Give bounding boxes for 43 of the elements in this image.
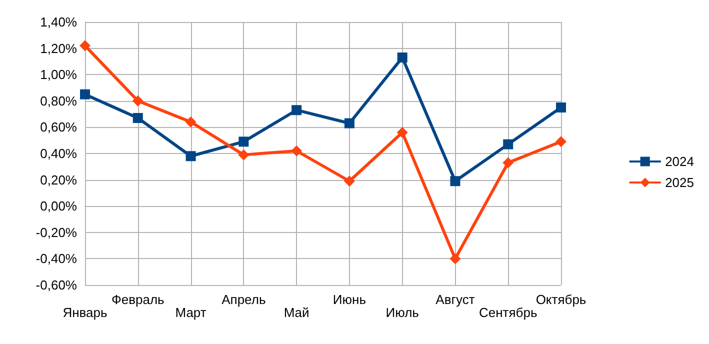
point [238, 149, 250, 160]
point [503, 139, 514, 150]
y-tick-label: 0,80% [40, 93, 78, 108]
point [556, 136, 566, 148]
point [186, 151, 196, 162]
point [344, 176, 355, 187]
point [185, 116, 196, 128]
point [450, 253, 461, 264]
y-tick-label: -0,20% [36, 224, 78, 240]
y-tick-label: -0,60% [36, 278, 78, 292]
y-tick-label: 1,40% [40, 14, 78, 30]
point [397, 52, 408, 63]
y-tick-label: 0,00% [40, 198, 78, 214]
point [344, 118, 354, 128]
point [80, 40, 90, 52]
point [80, 89, 90, 100]
legend-label: 2024 [665, 154, 694, 169]
y-tick-label: 0,40% [40, 146, 78, 161]
x-tick-label: Сентябрь [478, 305, 538, 320]
point [132, 95, 144, 106]
y-tick-label: 1,20% [40, 40, 78, 56]
x-tick-label: Июнь [332, 292, 366, 307]
point [556, 102, 566, 112]
y-tick-label: 1,00% [40, 67, 78, 82]
point [292, 105, 302, 116]
x-tick-label: Май [284, 305, 310, 320]
x-tick-label: Март [175, 305, 206, 320]
x-tick-label: Апрель [222, 292, 266, 307]
x-tick-label: Август [436, 292, 475, 307]
point [238, 136, 249, 147]
y-tick-label: 0,60% [40, 120, 78, 135]
point [396, 126, 408, 138]
point [502, 157, 514, 168]
x-tick-label: Январь [62, 305, 108, 320]
y-tick-label: -0,40% [36, 251, 78, 266]
point [291, 145, 302, 156]
x-tick-label: Февраль [111, 292, 165, 307]
point [450, 176, 460, 186]
x-tick-label: Октябрь [536, 292, 586, 307]
legend-label: 2025 [665, 175, 694, 190]
x-tick-label: Июль [386, 305, 420, 320]
point [132, 112, 143, 123]
y-tick-label: 0,20% [40, 172, 78, 188]
